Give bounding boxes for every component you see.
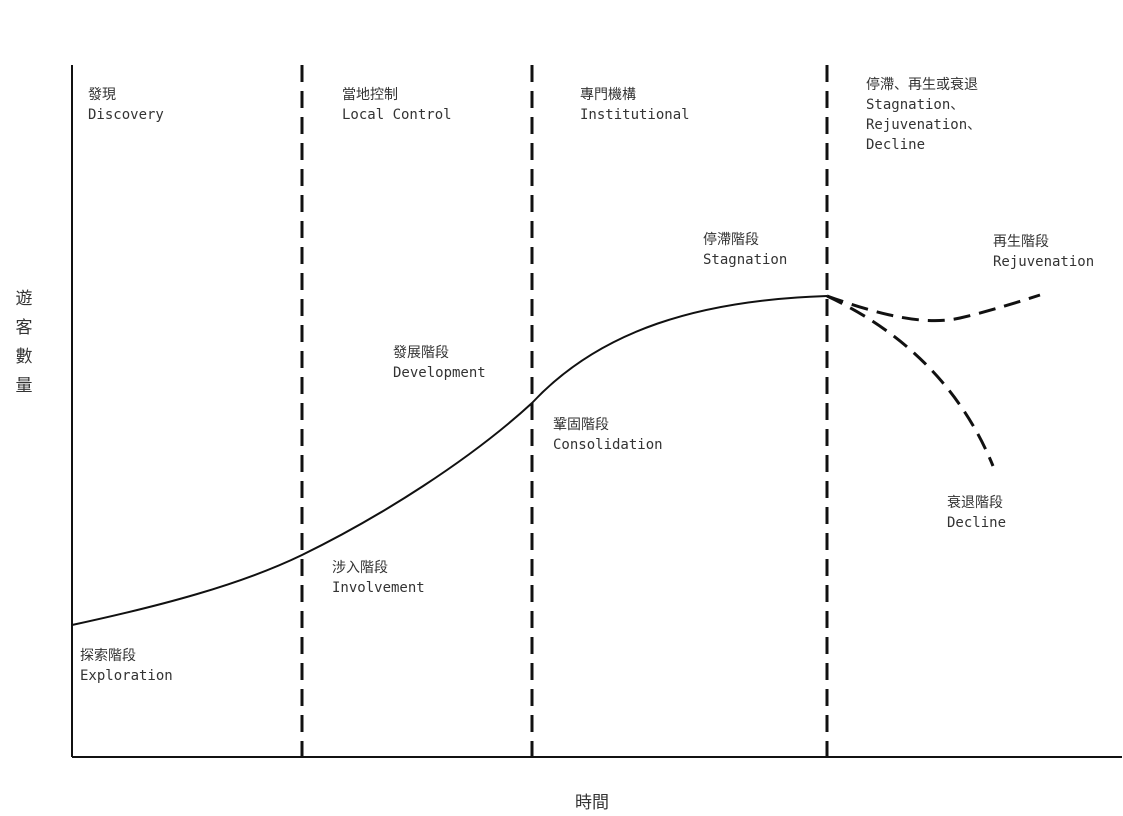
phase-label-final: 停滯、再生或衰退 Stagnation、 Rejuvenation、 Decli… [866, 77, 982, 153]
phase-label-institutional: 專門機構 Institutional [580, 87, 690, 123]
stage-label-exploration: 探索階段 Exploration [80, 648, 173, 684]
x-axis-label: 時間 [575, 793, 609, 813]
y-axis-label-char: 客 [15, 318, 33, 338]
decline-curve [826, 294, 995, 467]
rejuvenation-curve [826, 293, 1041, 323]
stage-label-rejuvenation: 再生階段 Rejuvenation [993, 234, 1095, 270]
stage-label-decline: 衰退階段 Decline [947, 495, 1007, 531]
stage-label-consolidation: 鞏固階段 Consolidation [553, 417, 663, 453]
phase-label-discovery: 發現 Discovery [88, 87, 164, 123]
y-axis-label-char: 數 [15, 347, 33, 367]
stage-label-stagnation: 停滯階段 Stagnation [703, 232, 788, 268]
y-axis-label-char: 遊 [15, 289, 33, 309]
growth-curve [71, 295, 828, 626]
y-axis-label: 遊客數量 [12, 285, 36, 401]
stage-label-involvement: 涉入階段 Involvement [332, 560, 425, 596]
phase-label-local-control: 當地控制 Local Control [342, 87, 452, 123]
y-axis-label-char: 量 [15, 376, 33, 396]
stage-label-development: 發展階段 Development [393, 345, 486, 381]
